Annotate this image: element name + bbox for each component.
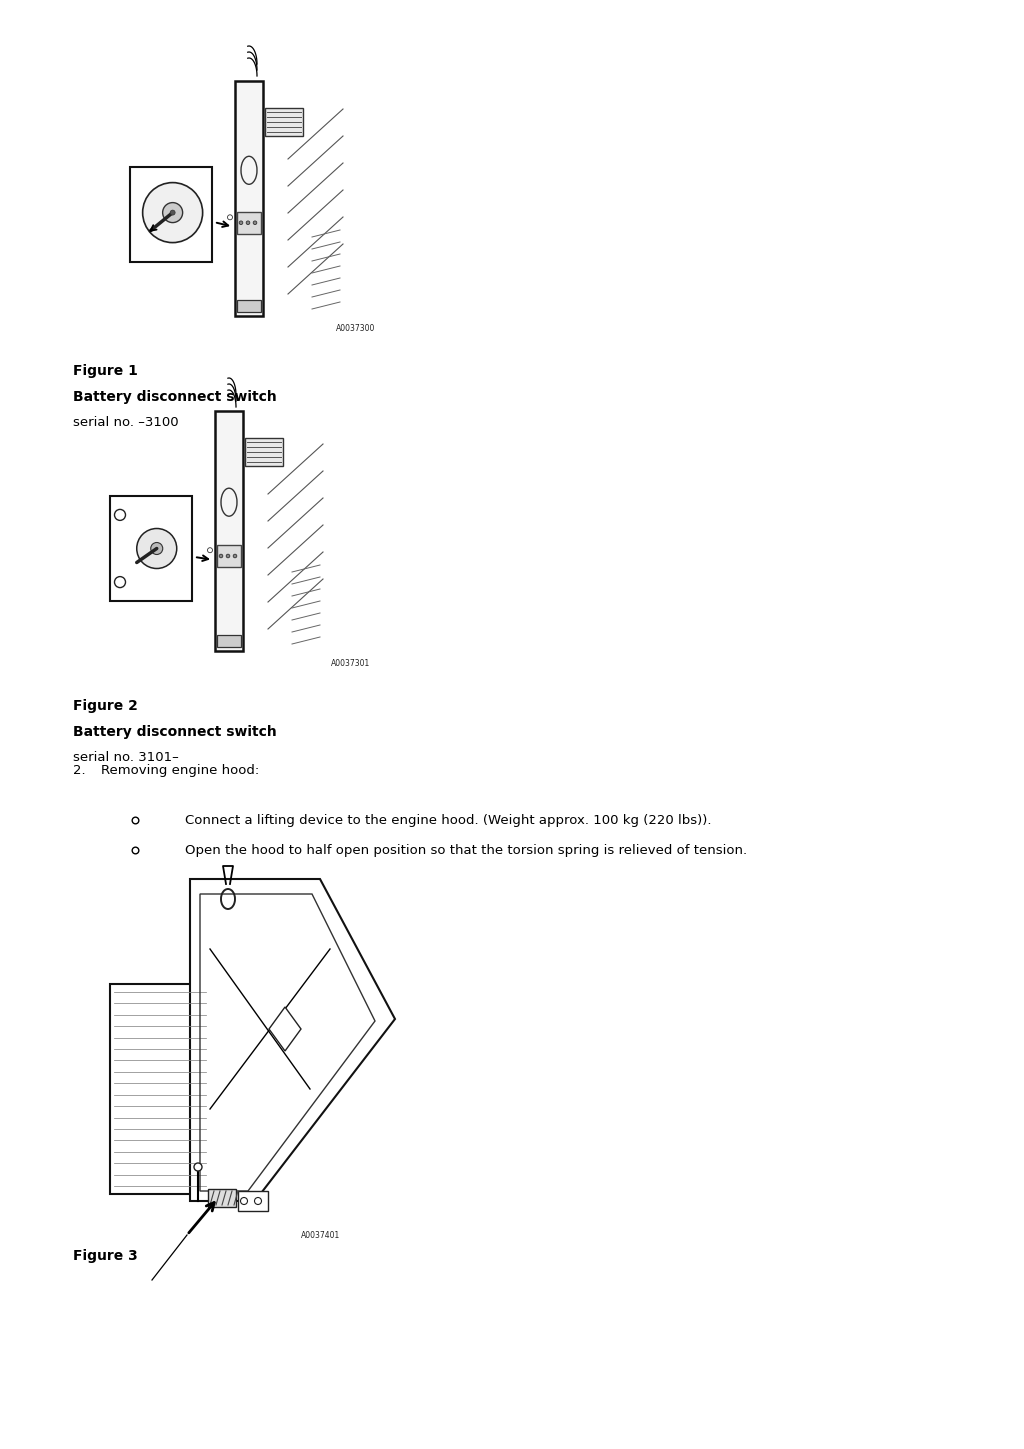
Bar: [234, 81, 263, 316]
Text: Figure 1: Figure 1: [73, 364, 138, 378]
Bar: [265, 109, 303, 136]
Circle shape: [115, 510, 126, 520]
Circle shape: [233, 554, 237, 558]
Bar: [110, 984, 210, 1194]
Bar: [237, 212, 261, 233]
Bar: [245, 438, 283, 467]
Bar: [208, 1190, 236, 1207]
Text: 2.: 2.: [73, 764, 86, 777]
Text: Removing engine hood:: Removing engine hood:: [101, 764, 259, 777]
Text: serial no. –3100: serial no. –3100: [73, 416, 178, 429]
Circle shape: [241, 1197, 248, 1204]
Bar: [237, 300, 261, 312]
Circle shape: [137, 529, 177, 568]
Text: A0037301: A0037301: [331, 659, 370, 668]
Text: Open the hood to half open position so that the torsion spring is relieved of te: Open the hood to half open position so t…: [185, 843, 748, 856]
Circle shape: [194, 1164, 202, 1171]
Circle shape: [115, 577, 126, 588]
Text: A0037300: A0037300: [336, 325, 375, 333]
Circle shape: [219, 554, 223, 558]
Polygon shape: [190, 880, 395, 1201]
Circle shape: [163, 203, 182, 223]
Text: Connect a lifting device to the engine hood. (Weight approx. 100 kg (220 lbs)).: Connect a lifting device to the engine h…: [185, 814, 712, 827]
Text: Figure 2: Figure 2: [73, 698, 138, 713]
Circle shape: [227, 214, 232, 220]
Bar: [238, 1191, 268, 1211]
Text: Battery disconnect switch: Battery disconnect switch: [73, 724, 276, 739]
Circle shape: [246, 220, 250, 225]
Bar: [215, 412, 243, 651]
Circle shape: [151, 542, 163, 555]
Text: Battery disconnect switch: Battery disconnect switch: [73, 390, 276, 404]
Circle shape: [240, 220, 243, 225]
Bar: [110, 496, 193, 601]
Text: serial no. 3101–: serial no. 3101–: [73, 751, 179, 764]
Text: Figure 3: Figure 3: [73, 1249, 138, 1264]
Text: A0037401: A0037401: [301, 1232, 341, 1240]
Circle shape: [253, 220, 257, 225]
Polygon shape: [269, 1007, 301, 1051]
Circle shape: [255, 1197, 261, 1204]
Circle shape: [142, 183, 203, 242]
Circle shape: [170, 210, 175, 214]
Circle shape: [208, 548, 213, 552]
Bar: [217, 545, 241, 567]
Bar: [217, 635, 241, 648]
Circle shape: [226, 554, 229, 558]
Bar: [130, 167, 212, 262]
